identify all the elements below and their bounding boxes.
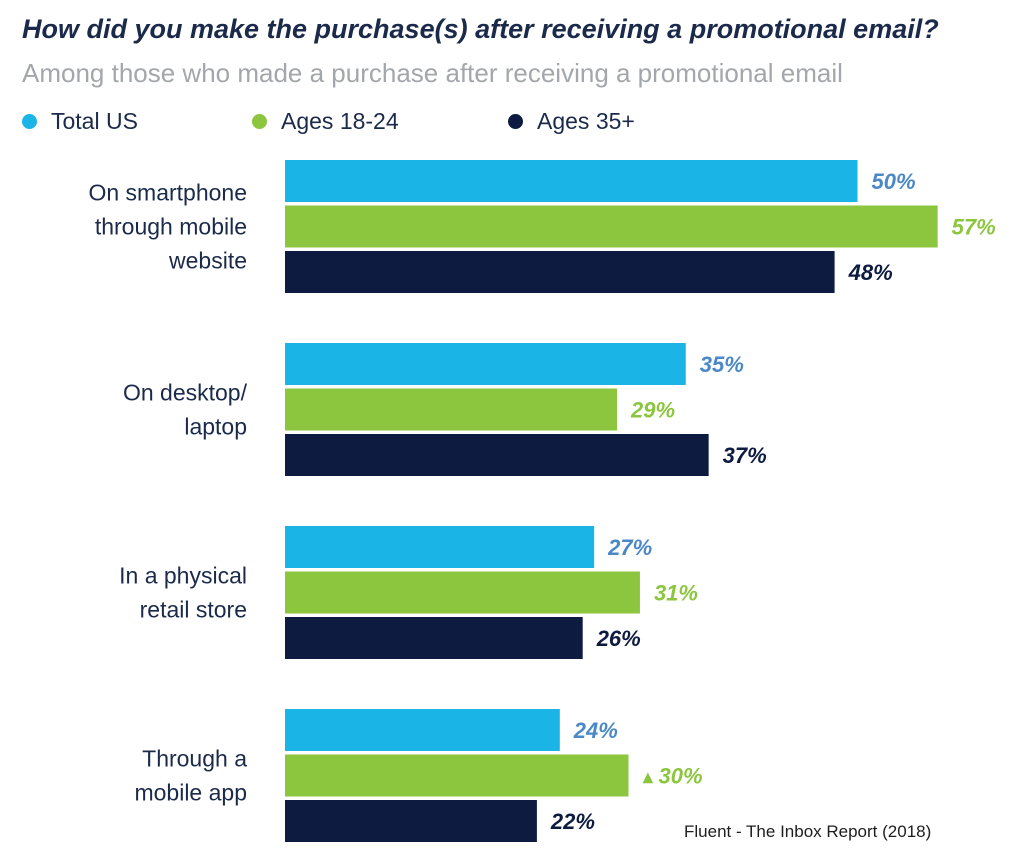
increase-marker-icon: ▲	[643, 770, 654, 786]
legend-swatch-ages-35plus	[508, 113, 523, 129]
category-label: website	[168, 248, 247, 274]
category-label: mobile app	[134, 780, 247, 806]
bar	[285, 205, 938, 248]
data-label: 35%	[700, 352, 744, 377]
data-label: 27%	[607, 535, 652, 560]
bar	[285, 571, 640, 614]
category-label: In a physical	[119, 563, 247, 589]
bar	[285, 160, 858, 202]
data-label: 26%	[596, 626, 641, 651]
bar	[285, 800, 537, 842]
bar	[285, 343, 686, 385]
legend: Total US Ages 18-24 Ages 35+	[22, 104, 635, 138]
bar	[285, 434, 709, 476]
data-label: 50%	[872, 169, 916, 194]
bar	[285, 251, 835, 293]
legend-item-ages-18-24: Ages 18-24	[252, 108, 508, 135]
data-label: 48%	[848, 260, 893, 285]
category-label: On desktop/	[123, 380, 248, 406]
bar	[285, 709, 560, 751]
bar	[285, 526, 595, 568]
category-label: laptop	[184, 414, 247, 440]
legend-swatch-ages-18-24	[252, 113, 267, 129]
data-label: 30%	[659, 764, 703, 789]
legend-label-ages-35plus: Ages 35+	[537, 107, 635, 134]
legend-label-ages-18-24: Ages 18-24	[281, 107, 399, 134]
legend-item-ages-35plus: Ages 35+	[508, 108, 635, 135]
data-label: 29%	[630, 398, 675, 423]
category-label: Through a	[142, 746, 247, 772]
data-label: 24%	[573, 718, 618, 743]
chart-subtitle: Among those who made a purchase after re…	[22, 58, 843, 88]
legend-label-total-us: Total US	[51, 107, 138, 134]
data-label: 57%	[952, 215, 996, 240]
legend-swatch-total-us	[22, 113, 37, 129]
legend-item-total-us: Total US	[22, 108, 252, 135]
data-label: 31%	[654, 581, 698, 606]
category-label: retail store	[140, 597, 247, 623]
category-label: On smartphone	[88, 180, 247, 206]
bar	[285, 754, 629, 797]
bar	[285, 617, 583, 659]
category-label: through mobile	[95, 214, 247, 240]
source-note: Fluent - The Inbox Report (2018)	[684, 822, 932, 841]
data-label: 37%	[723, 443, 767, 468]
bar	[285, 388, 618, 431]
chart-title: How did you make the purchase(s) after r…	[22, 14, 939, 44]
data-label: 22%	[550, 809, 595, 834]
